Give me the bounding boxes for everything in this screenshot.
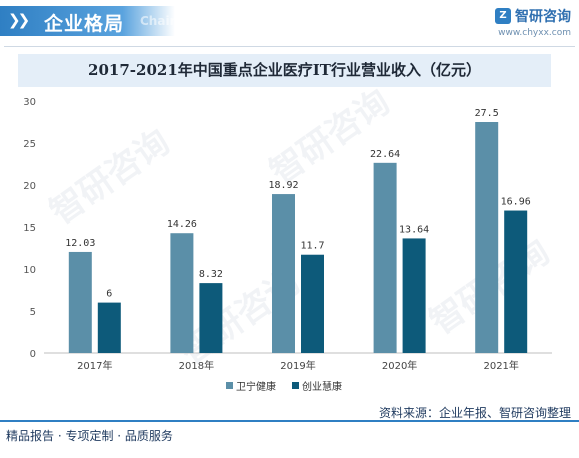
legend-label: 卫宁健康 [236, 380, 276, 393]
bar-series2 [504, 210, 528, 353]
bar-series1 [170, 233, 194, 353]
y-tick-label: 20 [23, 181, 36, 192]
y-tick-label: 25 [23, 139, 36, 150]
y-tick-label: 15 [23, 223, 36, 234]
data-label: 14.26 [167, 219, 197, 230]
legend-label: 创业慧康 [302, 380, 342, 393]
data-label: 18.92 [268, 180, 298, 191]
y-tick-label: 5 [30, 307, 36, 318]
x-tick-label: 2017年 [77, 359, 112, 372]
double-chevron-icon: ❯❯ [8, 11, 30, 29]
data-label: 13.64 [399, 224, 429, 235]
x-tick-label: 2021年 [483, 359, 518, 372]
legend-swatch [226, 382, 233, 389]
chart-title-band [18, 54, 551, 87]
x-tick-label: 2020年 [382, 359, 417, 372]
brand-url: www.chyxx.com [498, 28, 571, 38]
bar-series2 [97, 302, 121, 353]
data-label: 8.32 [199, 269, 223, 280]
header-divider [4, 46, 575, 47]
section-subtitle: Chain [140, 14, 179, 28]
y-tick-label: 10 [23, 265, 36, 276]
data-label: 16.96 [501, 197, 531, 208]
x-tick-label: 2019年 [280, 359, 315, 372]
x-tick-label: 2018年 [179, 359, 214, 372]
data-label: 12.03 [65, 238, 95, 249]
footer-divider [0, 420, 579, 422]
header: ❯❯ 企业格局 Chain Z 智研咨询 www.chyxx.com [0, 0, 579, 44]
header-banner [0, 6, 175, 36]
bar-series1 [475, 122, 499, 353]
brand-name: 智研咨询 [515, 9, 571, 25]
brand: Z 智研咨询 www.chyxx.com [495, 6, 571, 38]
bar-series1 [68, 251, 92, 353]
data-label: 6 [106, 289, 112, 300]
legend-swatch [292, 382, 299, 389]
data-label: 27.5 [475, 108, 499, 119]
brand-logo-icon: Z [495, 8, 511, 24]
data-label: 22.64 [370, 149, 400, 160]
chart-title: 2017-2021年中国重点企业医疗IT行业营业收入（亿元） [88, 61, 481, 79]
footer-slogan: 精品报告 · 专项定制 · 品质服务 [6, 429, 173, 443]
y-tick-label: 0 [30, 349, 36, 360]
bar-series1 [272, 194, 295, 353]
data-label: 11.7 [300, 241, 324, 252]
bar-series2 [301, 254, 324, 353]
bar-series2 [199, 283, 223, 353]
source-note: 资料来源：企业年报、智研咨询整理 [378, 406, 571, 420]
y-tick-label: 30 [23, 97, 36, 108]
bar-series2 [402, 238, 426, 353]
bar-series1 [373, 162, 397, 353]
section-title: 企业格局 [44, 13, 125, 35]
